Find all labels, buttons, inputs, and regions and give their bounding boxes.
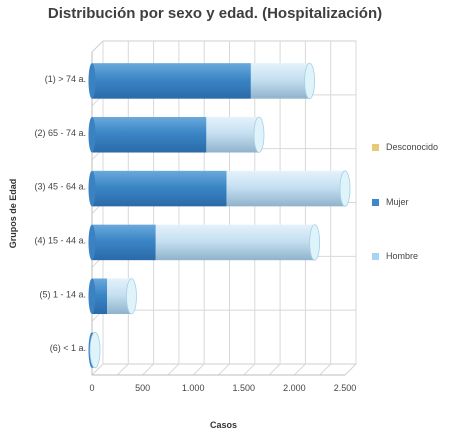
x-tick-label: 2.000: [283, 383, 306, 393]
gridline-floor: [268, 363, 281, 376]
category-label: (5) 1 - 14 a.: [39, 289, 86, 299]
bar-segment-hombre: [206, 116, 259, 153]
category-label: (1) > 74 a.: [45, 74, 86, 84]
legend-label: Desconocido: [386, 142, 439, 152]
legend: Desconocido Mujer Hombre: [372, 0, 450, 444]
x-axis-title: Casos: [210, 420, 237, 430]
gridline-floor: [91, 363, 104, 376]
bar-segment-mujer: [92, 170, 227, 207]
chart-title: Distribución por sexo y edad. (Hospitali…: [47, 5, 383, 22]
x-tick-label: 0: [89, 383, 94, 393]
bar-segment-hombre: [250, 63, 310, 99]
legend-label: Mujer: [386, 197, 409, 207]
bar-segment-mujer: [92, 63, 251, 99]
gridline-floor: [243, 363, 256, 376]
x-tick-label: 2.500: [334, 383, 357, 393]
x-tick-label: 500: [135, 383, 150, 393]
bar-start-cap: [88, 116, 96, 153]
legend-swatch: [372, 253, 379, 260]
bar-end-cap: [339, 170, 351, 207]
bars: [88, 62, 351, 369]
legend-swatch: [372, 199, 379, 206]
bar-segment-mujer: [92, 278, 108, 315]
category-label: (6) < 1 a.: [50, 343, 86, 353]
bar-segment-hombre: [155, 224, 315, 261]
gridline-floor: [192, 363, 205, 376]
legend-item-hombre[interactable]: Hombre: [372, 251, 418, 261]
legend-item-mujer[interactable]: Mujer: [372, 197, 409, 207]
gridline-floor: [167, 363, 180, 376]
category-label: (3) 45 - 64 a.: [34, 182, 86, 192]
bar-end-cap: [304, 62, 315, 100]
bar-end-cap: [89, 331, 101, 369]
category-label: (4) 15 - 44 a.: [34, 235, 86, 245]
bar-end-cap: [253, 116, 265, 153]
bar-segment-mujer: [92, 116, 207, 153]
gridline-floor: [344, 363, 357, 376]
gridline-floor: [142, 363, 154, 376]
bar-segment-hombre: [226, 170, 345, 207]
gridline-floor: [294, 363, 306, 376]
bar-end-cap: [126, 278, 137, 315]
category-labels: (1) > 74 a. (2) 65 - 74 a. (3) 45 - 64 a. (…: [34, 74, 86, 353]
bar-end-cap: [309, 224, 321, 261]
category-label: (2) 65 - 74 a.: [34, 128, 86, 138]
gridline-floor: [116, 363, 129, 376]
x-tick-label: 1.000: [182, 383, 205, 393]
bar-start-cap: [88, 170, 96, 207]
y-axis-title: Grupos de Edad: [8, 179, 18, 249]
x-tick-label: 1.500: [233, 383, 256, 393]
legend-item-desconocido[interactable]: Desconocido: [372, 142, 438, 152]
legend-label: Hombre: [386, 251, 419, 261]
bar-start-cap: [88, 63, 96, 99]
bar-segment-mujer: [92, 224, 156, 261]
bar-start-cap: [88, 224, 96, 261]
bar-start-cap: [88, 278, 96, 315]
x-tick-labels: 0 500 1.000 1.500 2.000 2.500: [89, 383, 356, 393]
legend-swatch: [372, 144, 379, 151]
gridline-floor: [319, 363, 332, 376]
gridline-floor: [218, 363, 230, 376]
